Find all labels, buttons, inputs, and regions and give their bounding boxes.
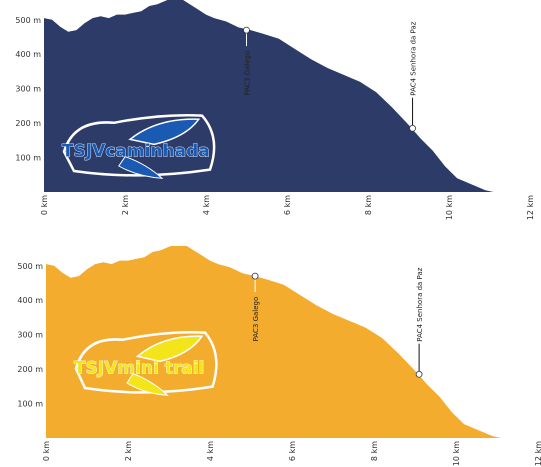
y-tick-label: 100 m bbox=[15, 154, 41, 163]
x-tick-label: 4 km bbox=[202, 195, 211, 215]
y-tick-label: 500 m bbox=[15, 16, 41, 25]
elevation-chart-caminhada: TSJVcaminhada 100 m 200 m 300 m 400 m 500 m 0 … bbox=[0, 0, 541, 225]
chart-svg: TSJVmini trail 100 m 200 m 300 m 400 m 500 m 0… bbox=[17, 246, 541, 466]
x-tick-label: 4 km bbox=[206, 441, 215, 461]
logo-accent-lower bbox=[118, 156, 164, 179]
chart-svg: TSJVcaminhada 100 m 200 m 300 m 400 m 500 m 0 … bbox=[15, 0, 535, 220]
x-tick-label: 10 km bbox=[452, 441, 461, 466]
checkpoint-label: PAC4 Senhora da Paz bbox=[410, 21, 418, 95]
checkpoint-marker bbox=[409, 124, 416, 132]
y-tick-label: 400 m bbox=[17, 296, 43, 305]
logo-accent-shape bbox=[135, 335, 204, 363]
checkpoint-label: PAC3 Galego bbox=[244, 51, 252, 96]
checkpoint-marker bbox=[415, 370, 423, 378]
checkpoint-marker bbox=[243, 26, 250, 34]
y-tick-label: 300 m bbox=[17, 331, 43, 340]
logo-accent-lower bbox=[126, 373, 169, 396]
checkpoint-marker bbox=[251, 272, 259, 280]
x-tick-label: 12 km bbox=[526, 195, 535, 220]
x-tick-label: 8 km bbox=[370, 441, 379, 461]
x-tick-label: 2 km bbox=[124, 441, 133, 461]
y-tick-label: 100 m bbox=[17, 400, 43, 409]
event-logo: TSJVmini trail bbox=[74, 330, 218, 396]
y-tick-label: 200 m bbox=[17, 365, 43, 374]
x-tick-label: 6 km bbox=[283, 195, 292, 215]
y-tick-label: 500 m bbox=[17, 262, 43, 271]
logo-text: TSJVcaminhada bbox=[62, 142, 210, 162]
event-logo: TSJVcaminhada bbox=[62, 113, 216, 179]
y-tick-label: 400 m bbox=[15, 50, 41, 59]
x-tick-label: 0 km bbox=[42, 441, 51, 461]
x-tick-label: 8 km bbox=[364, 195, 373, 215]
logo-outline bbox=[62, 113, 216, 177]
y-tick-label: 300 m bbox=[15, 85, 41, 94]
elevation-area bbox=[46, 246, 502, 438]
x-tick-label: 12 km bbox=[534, 441, 541, 466]
x-tick-label: 0 km bbox=[40, 195, 49, 215]
x-tick-label: 2 km bbox=[121, 195, 130, 215]
elevation-chart-mini-trail: TSJVmini trail 100 m 200 m 300 m 400 m 500 m 0… bbox=[0, 246, 541, 467]
x-tick-label: 10 km bbox=[445, 195, 454, 220]
logo-outline bbox=[74, 330, 218, 394]
y-tick-label: 200 m bbox=[15, 119, 41, 128]
logo-text: TSJVmini trail bbox=[74, 359, 204, 379]
x-tick-label: 6 km bbox=[288, 441, 297, 461]
checkpoint-label: PAC4 Senhora da Paz bbox=[416, 267, 424, 341]
logo-accent-shape bbox=[128, 118, 201, 146]
elevation-area bbox=[44, 0, 494, 192]
checkpoint-label: PAC3 Galego bbox=[252, 297, 260, 342]
